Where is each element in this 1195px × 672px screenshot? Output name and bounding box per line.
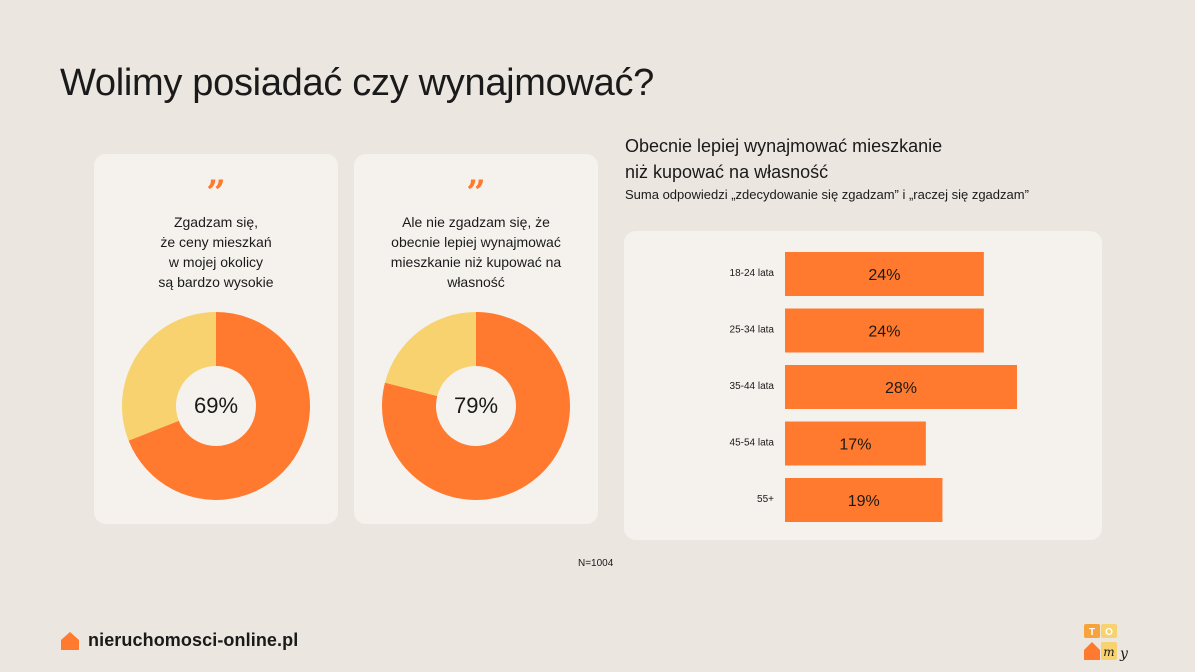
tomy-logo-icon: T O m y <box>1084 624 1129 662</box>
quote-mark-icon: ” <box>466 173 486 213</box>
bar-chart: 18-24 lata 24% 25-34 lata 24% 35-44 lata 28% 4… <box>730 252 1017 522</box>
bar-chart-card: 18-24 lata 24% 25-34 lata 24% 35-44 lata 28% 4… <box>624 231 1102 540</box>
bar-category-label: 55+ <box>757 494 774 505</box>
donut-slice <box>382 312 570 500</box>
bar-category-label: 25-34 lata <box>730 325 775 336</box>
house-icon <box>61 631 79 650</box>
bar <box>785 421 926 466</box>
bar <box>785 308 984 353</box>
logo-letter: y <box>1119 646 1129 662</box>
opinion-text: Zgadzam się, że ceny mieszkań w mojej ok… <box>158 214 274 290</box>
bar <box>785 478 943 522</box>
donut-slice <box>122 312 216 441</box>
donut-value-label: 69% <box>193 393 239 418</box>
bar-value-label: 24% <box>868 324 900 341</box>
bar-chart-title: Obecnie lepiej wynajmować mieszkanie niż… <box>625 136 943 182</box>
bar-chart-subtitle: Suma odpowiedzi „zdecydowanie się zgadza… <box>625 187 1029 202</box>
bar-category-label: 45-54 lata <box>730 438 775 449</box>
logo-letter: O <box>1105 627 1113 638</box>
donut-chart-prices <box>122 312 310 500</box>
quote-mark-icon: ” <box>206 173 226 213</box>
bar <box>785 252 984 296</box>
donut-slice <box>384 312 476 397</box>
bar-value-label: 28% <box>885 380 917 397</box>
bar <box>785 365 1017 409</box>
sample-size-note: N=1004 <box>578 558 614 569</box>
logo-letter: T <box>1089 627 1095 638</box>
opinion-text: Ale nie zgadzam się, że obecnie lepiej w… <box>390 214 562 290</box>
bar-category-label: 18-24 lata <box>730 268 775 279</box>
page-title: Wolimy posiadać czy wynajmować? <box>60 62 654 104</box>
brand[interactable]: nieruchomosci-online.pl <box>60 630 298 651</box>
brand-name: nieruchomosci-online.pl <box>88 630 299 650</box>
donut-chart-renting <box>382 312 570 500</box>
bar-value-label: 19% <box>848 493 880 510</box>
bar-category-label: 35-44 lata <box>730 381 775 392</box>
opinion-card-renting: ” Ale nie zgadzam się, że obecnie lepiej… <box>354 154 598 524</box>
donut-slice <box>128 312 310 500</box>
logo-letter: m <box>1103 645 1114 659</box>
opinion-card-prices: ” Zgadzam się, że ceny mieszkań w mojej … <box>94 154 338 524</box>
donut-value-label: 79% <box>453 393 499 418</box>
bar-value-label: 24% <box>868 267 900 284</box>
bar-value-label: 17% <box>839 437 871 454</box>
